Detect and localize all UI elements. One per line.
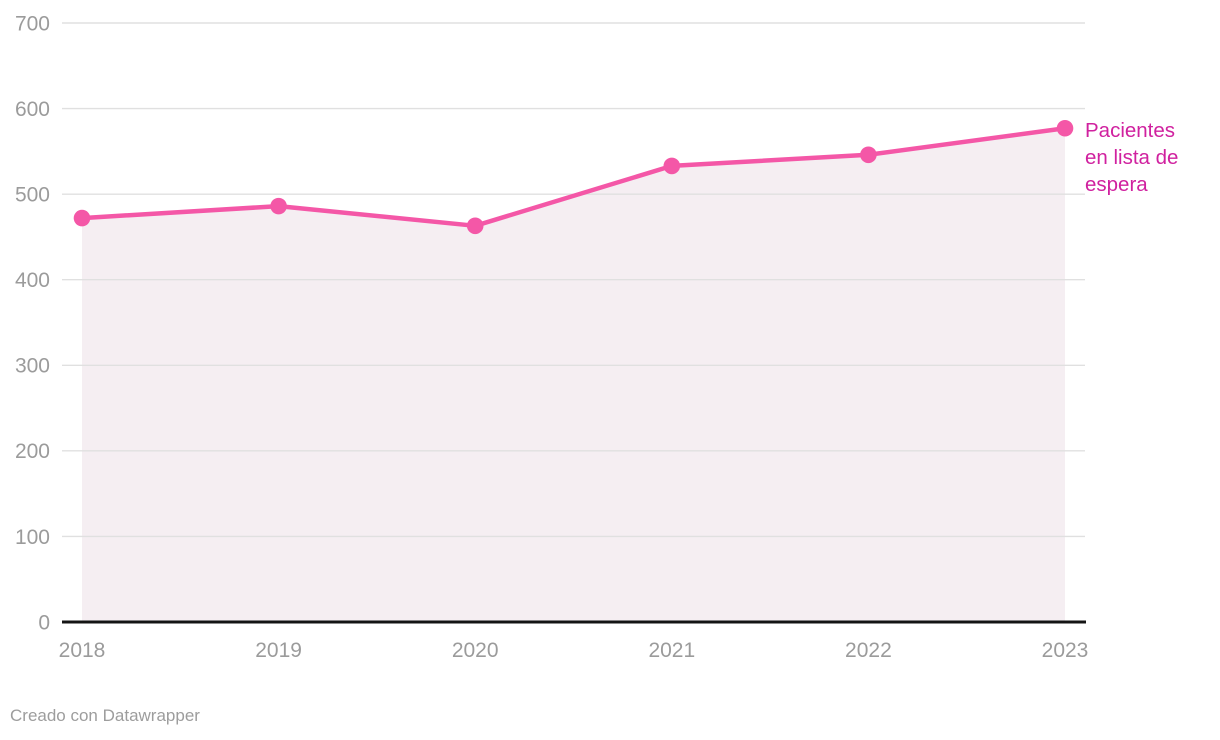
data-point[interactable] [1056, 119, 1074, 137]
data-point[interactable] [73, 209, 91, 227]
y-axis-tick-label: 600 [15, 98, 50, 121]
x-axis-tick-label: 2023 [1042, 639, 1089, 662]
x-axis-tick-label: 2022 [845, 639, 892, 662]
y-axis-tick-label: 100 [15, 526, 50, 549]
y-axis-tick-label: 0 [38, 611, 50, 634]
y-axis-tick-label: 200 [15, 440, 50, 463]
data-point[interactable] [663, 157, 681, 175]
datawrapper-attribution-link[interactable]: Creado con Datawrapper [10, 706, 200, 725]
data-point[interactable] [270, 197, 287, 215]
series-line [79, 126, 1068, 229]
x-axis-tick-label: 2021 [648, 639, 695, 662]
x-axis-tick-label: 2019 [255, 639, 302, 662]
data-point[interactable] [466, 217, 484, 235]
x-axis-tick-label: 2018 [59, 639, 106, 662]
y-axis-tick-label: 500 [15, 183, 50, 206]
series-label: Pacientes en lista de espera [1085, 119, 1179, 196]
y-axis-tick-label: 700 [15, 12, 50, 35]
y-axis-tick-label: 300 [15, 355, 50, 378]
area-fill [82, 128, 1065, 622]
x-axis-tick-label: 2020 [452, 639, 499, 662]
data-point[interactable] [860, 146, 877, 164]
y-axis-tick-label: 400 [15, 269, 50, 292]
